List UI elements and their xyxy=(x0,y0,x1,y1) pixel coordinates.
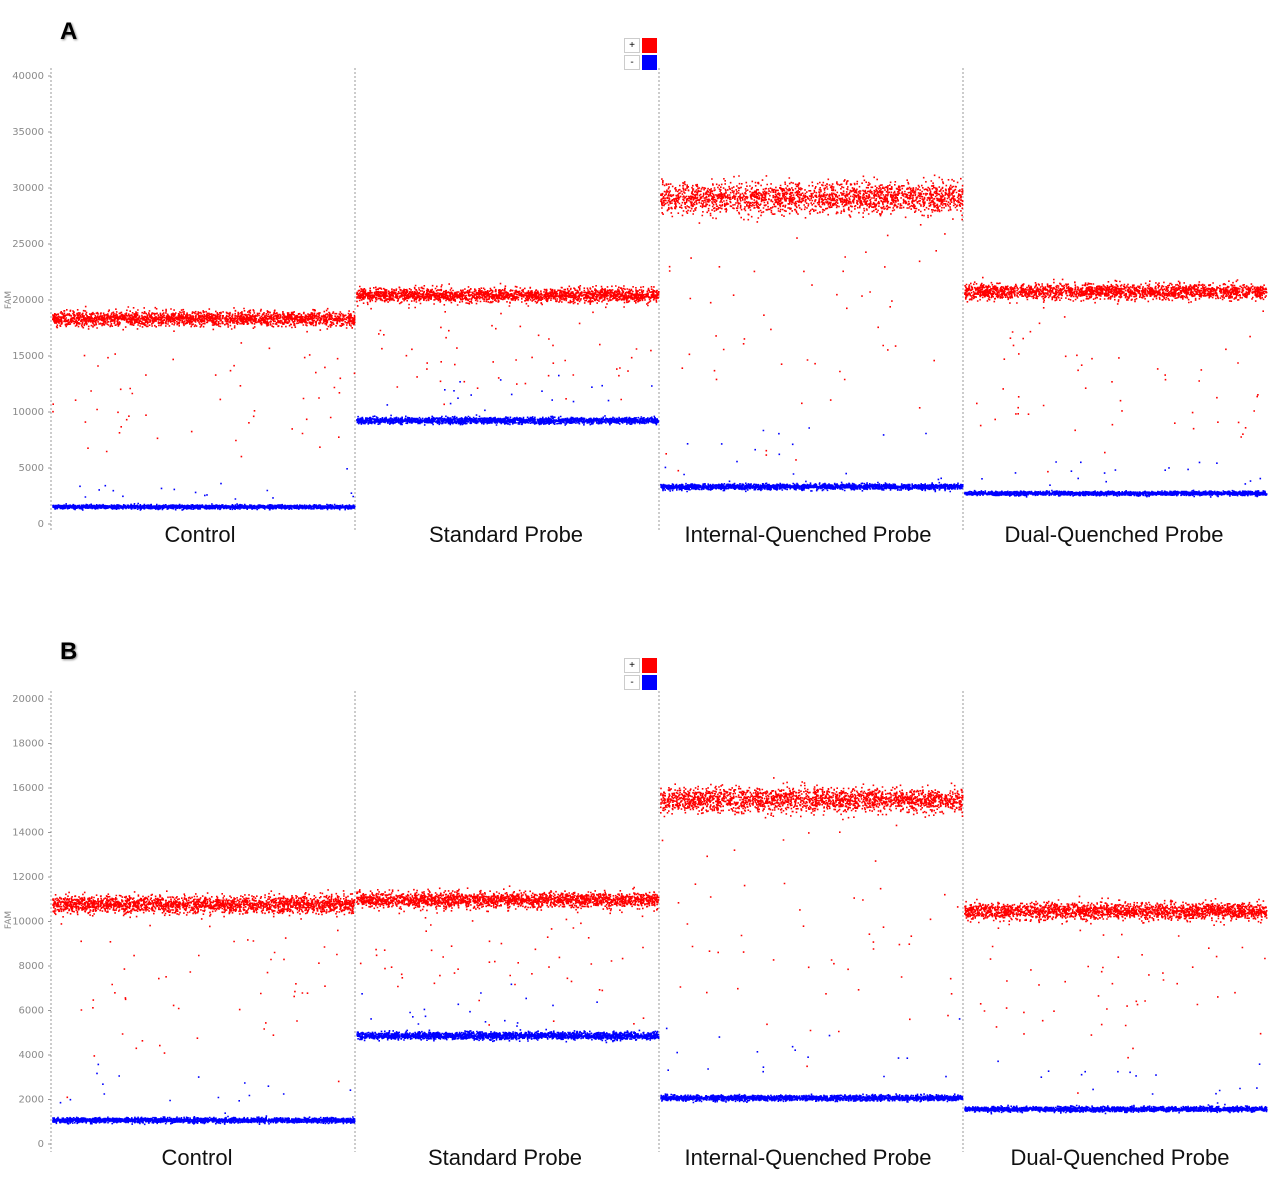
y-tick-label: 10000 xyxy=(12,407,44,418)
y-axis-title: FAM xyxy=(4,911,14,929)
legend-item-positive: + xyxy=(624,38,658,53)
droplet-points xyxy=(52,889,356,1099)
droplet-points xyxy=(964,1060,1268,1115)
y-tick-label: 5000 xyxy=(19,463,44,474)
category-label: Standard Probe xyxy=(427,1145,583,1170)
y-tick-label: 40000 xyxy=(12,71,44,82)
legend-item-negative: - xyxy=(624,55,658,70)
panel-letter: B xyxy=(60,638,78,665)
droplet-cluster-positive xyxy=(964,895,1268,1094)
legend: + - xyxy=(624,658,658,692)
legend: + - xyxy=(624,38,658,72)
panel-b: B + - 0 2000 4000 6000 8000 10000 12000 14000 16… xyxy=(0,620,1280,1179)
droplet-cluster-positive xyxy=(660,174,964,472)
droplet-points xyxy=(52,305,356,458)
y-tick-label: 14000 xyxy=(12,828,44,839)
droplet-points xyxy=(52,1063,356,1126)
droplet-points xyxy=(356,282,660,422)
scatter-plot-b: 0 2000 4000 6000 8000 10000 12000 14000 16000 180… xyxy=(4,691,1268,1152)
y-tick-label: 8000 xyxy=(19,961,44,972)
legend-symbol: - xyxy=(624,675,640,690)
droplet-cluster-positive xyxy=(660,777,964,1068)
y-tick-label: 30000 xyxy=(12,183,44,194)
y-tick-label: 20000 xyxy=(12,295,44,306)
y-tick-label: 35000 xyxy=(12,127,44,138)
y-tick-label: 18000 xyxy=(12,739,44,750)
legend-symbol: - xyxy=(624,55,640,70)
legend-swatch-red xyxy=(642,658,657,673)
y-tick-label: 0 xyxy=(38,1139,44,1150)
y-tick-label: 0 xyxy=(38,519,44,530)
y-tick-label: 15000 xyxy=(12,351,44,362)
category-label: Internal-Quenched Probe xyxy=(684,522,932,547)
droplet-points xyxy=(660,427,964,493)
y-tick-label: 12000 xyxy=(12,872,44,883)
legend-swatch-blue xyxy=(642,675,657,690)
droplet-cluster-positive xyxy=(964,276,1268,473)
droplet-cluster-negative xyxy=(964,461,1268,498)
category-label: Control xyxy=(161,1145,233,1170)
legend-item-negative: - xyxy=(624,675,658,690)
y-tick-label: 10000 xyxy=(12,917,44,928)
droplet-cluster-positive xyxy=(52,889,356,1099)
droplet-points xyxy=(52,468,356,511)
panel-a: A + - 0 5000 10000 15000 20000 25000 30000 3500… xyxy=(4,18,1268,547)
scatter-plot-a: 0 5000 10000 15000 20000 25000 30000 35000 40000… xyxy=(4,68,1268,532)
legend-item-positive: + xyxy=(624,658,658,673)
droplet-points xyxy=(964,895,1268,1094)
legend-swatch-blue xyxy=(642,55,657,70)
y-tick-label: 4000 xyxy=(19,1050,44,1061)
category-label: Dual-Quenched Probe xyxy=(1010,1145,1230,1170)
droplet-points xyxy=(660,1018,964,1104)
droplet-cluster-negative xyxy=(52,468,356,511)
legend-symbol: + xyxy=(624,658,640,673)
y-tick-label: 25000 xyxy=(12,239,44,250)
y-tick-label: 20000 xyxy=(12,694,44,705)
y-tick-label: 2000 xyxy=(19,1095,44,1106)
droplet-cluster-negative xyxy=(660,427,964,493)
droplet-points xyxy=(356,983,660,1044)
legend-symbol: + xyxy=(624,38,640,53)
droplet-points xyxy=(660,174,964,472)
droplet-cluster-negative xyxy=(660,1018,964,1104)
droplet-cluster-positive xyxy=(356,885,660,1026)
y-tick-label: 16000 xyxy=(12,783,44,794)
category-label: Control xyxy=(164,522,236,547)
droplet-points xyxy=(356,885,660,1026)
droplet-points xyxy=(660,777,964,1068)
y-tick-label: 6000 xyxy=(19,1006,44,1017)
droplet-points xyxy=(356,374,660,426)
y-axis-title: FAM xyxy=(4,291,14,309)
legend-swatch-red xyxy=(642,38,657,53)
droplet-cluster-negative xyxy=(356,374,660,426)
category-label: Standard Probe xyxy=(428,522,584,547)
droplet-cluster-positive xyxy=(356,282,660,422)
panel-letter: A xyxy=(60,18,78,45)
droplet-points xyxy=(964,276,1268,473)
droplet-cluster-negative xyxy=(356,983,660,1044)
droplet-points xyxy=(964,461,1268,498)
category-label: Internal-Quenched Probe xyxy=(684,1145,932,1170)
droplet-cluster-negative xyxy=(964,1060,1268,1115)
droplet-cluster-negative xyxy=(52,1063,356,1126)
droplet-cluster-positive xyxy=(52,305,356,458)
category-label: Dual-Quenched Probe xyxy=(1004,522,1224,547)
